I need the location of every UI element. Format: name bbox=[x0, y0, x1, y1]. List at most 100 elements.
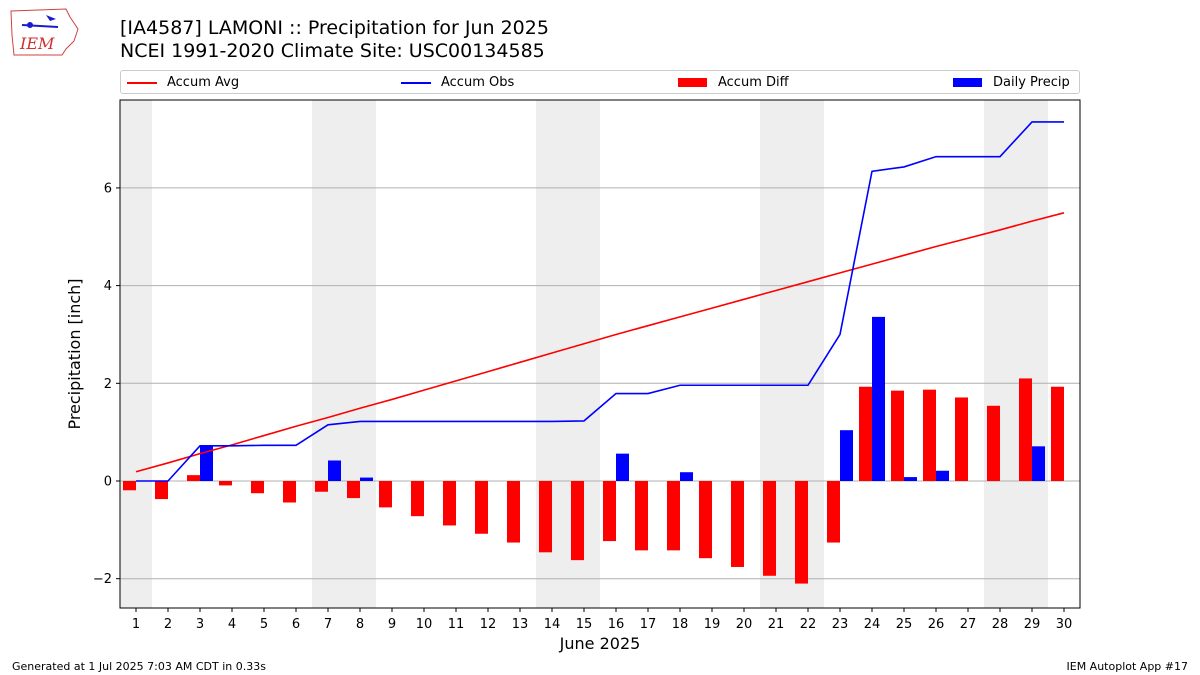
y-axis-label: Precipitation [inch] bbox=[65, 278, 84, 429]
weekend-shade bbox=[120, 100, 152, 608]
iem-logo: IEM bbox=[10, 8, 79, 56]
diff-bar bbox=[1051, 386, 1064, 481]
daily-precip-bar bbox=[680, 472, 693, 481]
daily-precip-bar bbox=[1032, 446, 1045, 481]
diff-bar bbox=[955, 397, 968, 481]
legend-label: Accum Diff bbox=[718, 75, 789, 90]
x-tick-label: 6 bbox=[292, 617, 300, 632]
x-tick-label: 8 bbox=[356, 617, 364, 632]
diff-bar bbox=[123, 481, 136, 491]
x-tick-label: 25 bbox=[896, 617, 913, 632]
x-tick-label: 26 bbox=[928, 617, 945, 632]
footer-generated-text: Generated at 1 Jul 2025 7:03 AM CDT in 0… bbox=[12, 660, 266, 673]
daily-precip-bar bbox=[840, 430, 853, 481]
chart-subtitle: NCEI 1991-2020 Climate Site: USC00134585 bbox=[120, 40, 545, 62]
legend: Accum Avg Accum Obs Accum Diff Daily Pre… bbox=[120, 70, 1080, 94]
diff-bar bbox=[315, 481, 328, 492]
weekend-shade bbox=[984, 100, 1048, 608]
diff-bar bbox=[731, 481, 744, 567]
legend-swatch bbox=[401, 82, 431, 84]
accum-avg-line bbox=[135, 212, 1065, 473]
x-tick-label: 21 bbox=[768, 617, 785, 632]
x-tick-label: 1 bbox=[132, 617, 140, 632]
daily-precip-bar bbox=[360, 477, 373, 481]
diff-bar bbox=[795, 481, 808, 584]
x-tick-label: 17 bbox=[640, 617, 657, 632]
diff-bar bbox=[251, 481, 264, 494]
footer-app-text: IEM Autoplot App #17 bbox=[1066, 660, 1189, 673]
x-tick-label: 9 bbox=[388, 617, 396, 632]
diff-bar bbox=[635, 481, 648, 551]
legend-label: Accum Obs bbox=[441, 75, 515, 90]
y-tick-label: 6 bbox=[104, 181, 112, 196]
arrow-icon bbox=[46, 15, 56, 21]
accum-obs-line bbox=[136, 121, 1064, 482]
legend-label: Daily Precip bbox=[993, 75, 1070, 90]
y-tick-label: 0 bbox=[104, 475, 112, 490]
x-tick-label: 22 bbox=[800, 617, 817, 632]
x-tick-label: 16 bbox=[608, 617, 625, 632]
diff-bar bbox=[379, 481, 392, 508]
chart-title: [IA4587] LAMONI :: Precipitation for Jun… bbox=[120, 17, 549, 39]
diff-bar bbox=[603, 481, 616, 542]
sensor-icon bbox=[27, 22, 33, 28]
x-tick-label: 11 bbox=[448, 617, 465, 632]
diff-bar bbox=[283, 481, 296, 503]
diff-bar bbox=[891, 390, 904, 481]
y-tick-label: 4 bbox=[104, 279, 112, 294]
x-tick-label: 3 bbox=[196, 617, 204, 632]
diff-bar bbox=[475, 481, 488, 534]
daily-precip-bar bbox=[872, 316, 885, 481]
x-tick-label: 2 bbox=[164, 617, 172, 632]
y-tick-label: 2 bbox=[104, 377, 112, 392]
diff-bar bbox=[987, 405, 1000, 481]
diff-bar bbox=[923, 389, 936, 481]
x-tick-label: 19 bbox=[704, 617, 721, 632]
y-tick-label: −2 bbox=[93, 572, 112, 587]
diff-bar bbox=[219, 481, 232, 486]
x-tick-label: 29 bbox=[1024, 617, 1041, 632]
x-tick-label: 13 bbox=[512, 617, 529, 632]
x-tick-label: 18 bbox=[672, 617, 689, 632]
diff-bar bbox=[411, 481, 424, 517]
iowa-outline-icon bbox=[10, 8, 79, 56]
daily-precip-bar bbox=[616, 453, 629, 481]
diff-bar bbox=[187, 475, 200, 481]
x-tick-label: 20 bbox=[736, 617, 753, 632]
diff-bar bbox=[763, 481, 776, 576]
diff-bar bbox=[859, 386, 872, 481]
diff-bar bbox=[827, 481, 840, 543]
daily-precip-bar bbox=[904, 477, 917, 481]
diff-bar bbox=[347, 481, 360, 499]
weekend-shade bbox=[312, 100, 376, 608]
x-tick-label: 15 bbox=[576, 617, 593, 632]
daily-precip-bar bbox=[936, 470, 949, 481]
legend-label: Accum Avg bbox=[167, 75, 240, 90]
diff-bar bbox=[507, 481, 520, 543]
logo-text: IEM bbox=[19, 34, 55, 53]
daily-precip-bar bbox=[200, 445, 213, 481]
diff-bar bbox=[539, 481, 552, 553]
x-tick-label: 23 bbox=[832, 617, 849, 632]
x-tick-label: 14 bbox=[544, 617, 561, 632]
plot-frame bbox=[119, 99, 1081, 609]
legend-swatch bbox=[678, 78, 707, 87]
x-tick-label: 12 bbox=[480, 617, 497, 632]
x-axis-label: June 2025 bbox=[559, 634, 641, 653]
daily-precip-bar bbox=[328, 460, 341, 481]
x-tick-label: 4 bbox=[228, 617, 236, 632]
x-tick-label: 30 bbox=[1056, 617, 1073, 632]
x-tick-label: 5 bbox=[260, 617, 268, 632]
diff-bar bbox=[443, 481, 456, 526]
diff-bar bbox=[155, 481, 168, 500]
legend-swatch bbox=[953, 78, 982, 87]
x-tick-label: 24 bbox=[864, 617, 881, 632]
diff-bar bbox=[571, 481, 584, 561]
x-tick-label: 28 bbox=[992, 617, 1009, 632]
legend-swatch bbox=[127, 82, 157, 84]
x-tick-label: 27 bbox=[960, 617, 977, 632]
x-tick-label: 7 bbox=[324, 617, 332, 632]
diff-bar bbox=[1019, 378, 1032, 481]
diff-bar bbox=[667, 481, 680, 551]
